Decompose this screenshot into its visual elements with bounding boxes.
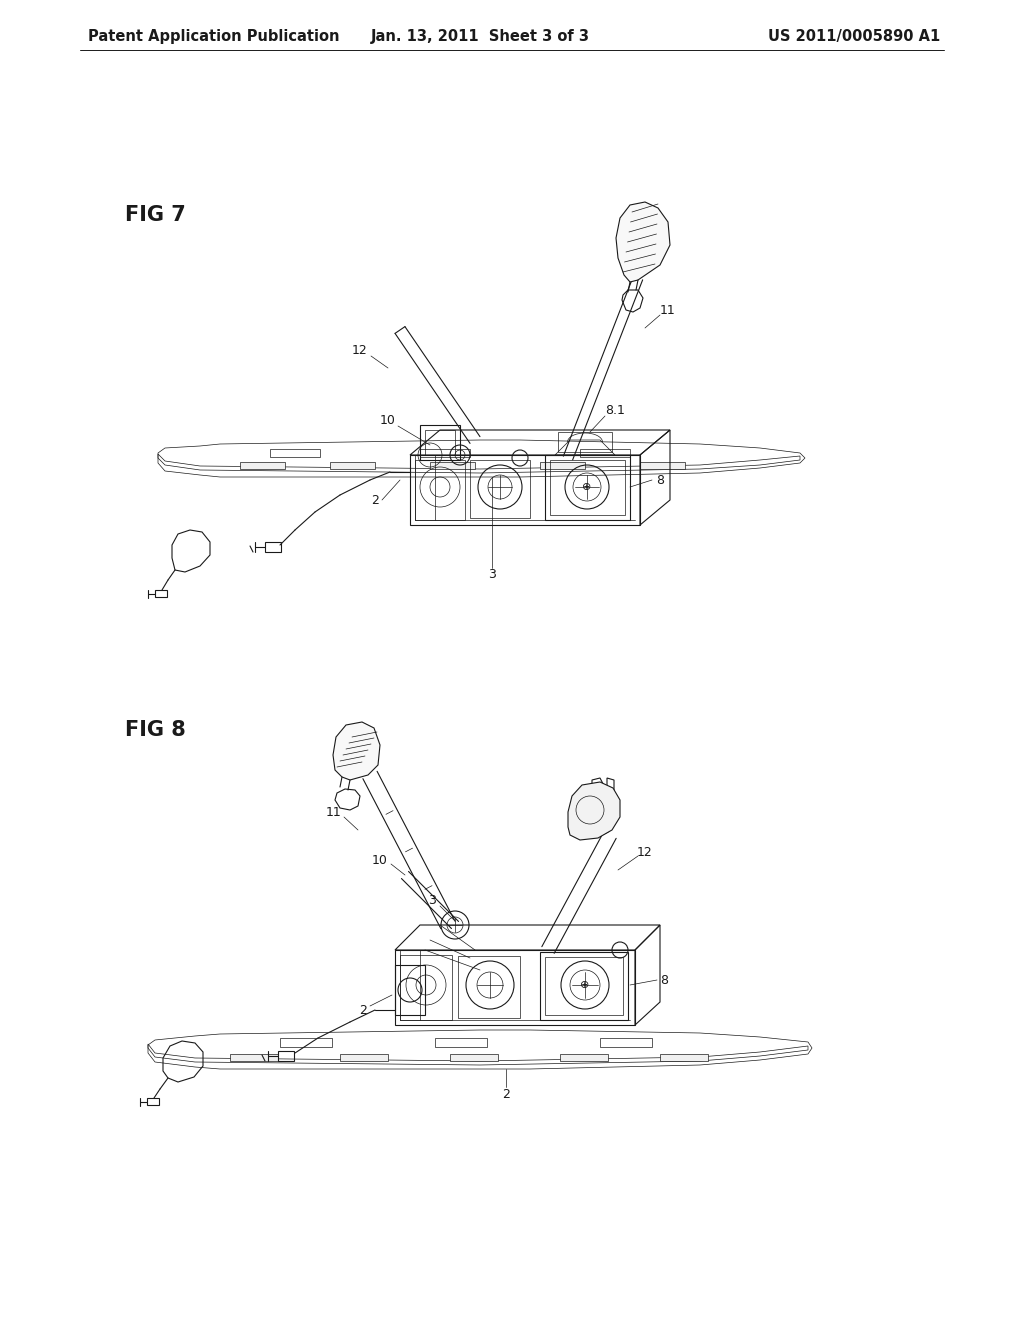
Bar <box>545 455 630 520</box>
Text: 3: 3 <box>488 569 496 582</box>
Text: FIG 7: FIG 7 <box>125 205 185 224</box>
Bar <box>270 449 319 457</box>
Bar <box>558 432 612 451</box>
Bar <box>545 957 623 1015</box>
Bar <box>435 1038 487 1047</box>
Bar <box>458 956 520 1018</box>
Polygon shape <box>240 462 285 469</box>
Bar <box>420 449 470 457</box>
Text: 11: 11 <box>326 805 342 818</box>
Text: 8.1: 8.1 <box>605 404 625 417</box>
Bar <box>147 1098 159 1105</box>
Polygon shape <box>568 781 620 840</box>
Text: Jan. 13, 2011  Sheet 3 of 3: Jan. 13, 2011 Sheet 3 of 3 <box>371 29 590 45</box>
Bar <box>278 1051 294 1061</box>
Text: 10: 10 <box>380 413 396 426</box>
Bar <box>600 1038 652 1047</box>
Text: 2: 2 <box>502 1089 510 1101</box>
Bar <box>265 543 281 552</box>
Polygon shape <box>450 1053 498 1061</box>
Bar <box>155 590 167 597</box>
Bar <box>395 965 425 1015</box>
Bar <box>540 952 628 1020</box>
Text: US 2011/0005890 A1: US 2011/0005890 A1 <box>768 29 940 45</box>
Polygon shape <box>640 462 685 469</box>
Bar <box>280 1038 332 1047</box>
Text: 8: 8 <box>656 474 664 487</box>
Bar <box>550 459 625 515</box>
Text: FIG 8: FIG 8 <box>125 719 185 741</box>
Text: 10: 10 <box>372 854 388 866</box>
Bar <box>415 459 465 520</box>
Text: 8: 8 <box>660 974 668 986</box>
Text: 2: 2 <box>371 494 379 507</box>
Polygon shape <box>616 202 670 282</box>
Text: 3: 3 <box>428 894 436 907</box>
Bar <box>580 449 630 457</box>
Polygon shape <box>330 462 375 469</box>
Polygon shape <box>230 1053 278 1061</box>
Polygon shape <box>660 1053 708 1061</box>
Bar <box>400 954 452 1020</box>
Polygon shape <box>540 462 585 469</box>
Text: 2: 2 <box>359 1003 367 1016</box>
Text: 12: 12 <box>352 343 368 356</box>
Bar <box>425 430 455 455</box>
Polygon shape <box>430 462 475 469</box>
Text: 12: 12 <box>637 846 653 858</box>
Text: 11: 11 <box>660 304 676 317</box>
Text: ⊕: ⊕ <box>583 482 592 492</box>
Bar <box>420 425 460 459</box>
Polygon shape <box>333 722 380 780</box>
Text: Patent Application Publication: Patent Application Publication <box>88 29 340 45</box>
Polygon shape <box>560 1053 608 1061</box>
Text: ⊕: ⊕ <box>581 979 590 990</box>
Polygon shape <box>340 1053 388 1061</box>
Bar <box>470 459 530 517</box>
